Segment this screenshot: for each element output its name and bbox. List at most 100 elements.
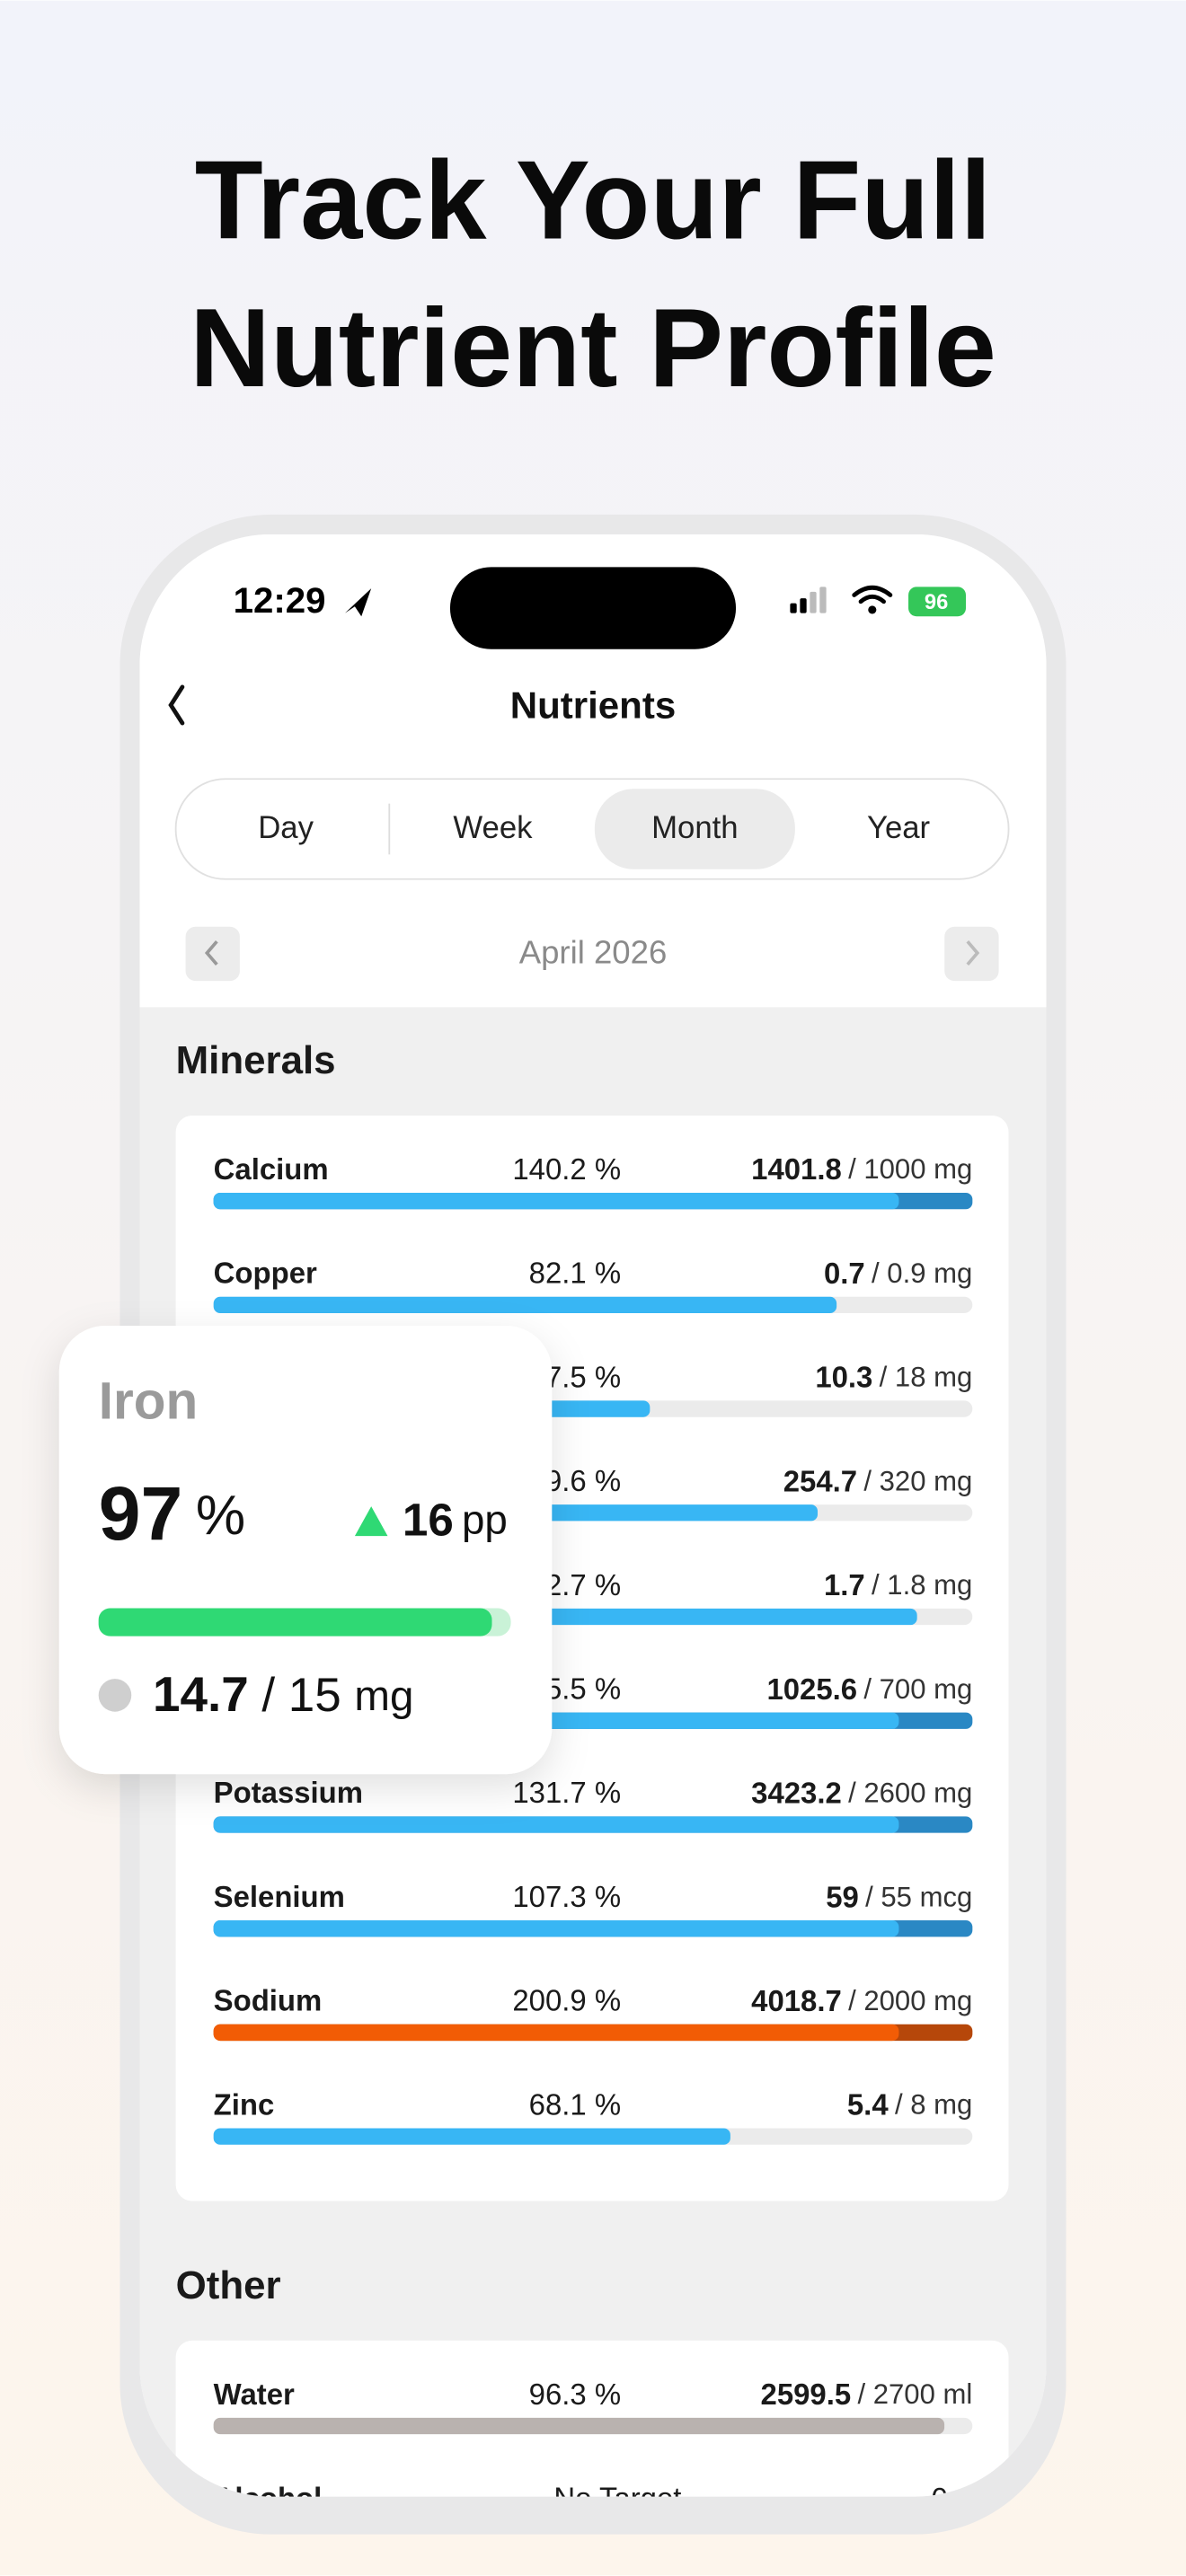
nutrient-percent: 7.5 % — [545, 1360, 621, 1393]
amount-value: 1025.6 — [766, 1672, 857, 1706]
nutrient-percent: 2.7 % — [545, 1568, 621, 1601]
headline: Nutrient Profile — [190, 286, 996, 410]
status-time: 12:29 — [234, 580, 326, 621]
nutrient-amount: 1025.6/ 700 mg — [766, 1672, 972, 1706]
nav-title: Nutrients — [510, 684, 676, 727]
nutrient-percent: 9.6 % — [545, 1464, 621, 1497]
nutrient-percent: 131.7 % — [512, 1776, 621, 1809]
segment-selected — [594, 789, 795, 869]
section-card — [175, 2340, 1009, 2497]
segment-option[interactable]: Month — [651, 811, 738, 845]
amount-target: / 2600 mg — [848, 1778, 972, 1809]
bar-fill — [213, 2417, 945, 2435]
nutrient-percent: 96.3 % — [529, 2378, 621, 2411]
back-button[interactable] — [168, 684, 185, 726]
nutrient-name: Copper — [214, 1257, 317, 1290]
section-title: Other — [176, 2263, 281, 2307]
nutrient-percent: 68.1 % — [529, 2087, 621, 2121]
amount-target: / 8 mg — [895, 2089, 972, 2121]
amount-unit: mg — [354, 1672, 413, 1720]
prev-chevron — [204, 940, 218, 966]
nutrient-amount: 4018.7/ 2000 mg — [751, 1984, 972, 2017]
amount-value: 5.4 — [847, 2087, 889, 2121]
detail-name: Iron — [99, 1372, 198, 1430]
battery-level: 96 — [925, 590, 948, 614]
amount-value: 59 — [826, 1880, 859, 1913]
nutrient-amount: 254.7/ 320 mg — [783, 1464, 973, 1497]
nutrient-amount: 0.7/ 0.9 mg — [824, 1257, 972, 1290]
detail-percent: 97% — [99, 1471, 245, 1556]
nutrient-amount: 10.3 / 18 mg — [815, 1360, 972, 1393]
detail-bar-fill — [98, 1608, 492, 1636]
nutrient-percent: 200.9 % — [512, 1984, 621, 2017]
next-period[interactable] — [944, 926, 999, 982]
amount-target: / 700 mg — [863, 1673, 972, 1705]
nutrient-name: Sodium — [214, 1984, 323, 2017]
bar-fill — [213, 2024, 899, 2042]
amount-value: 1401.8 — [751, 1152, 842, 1186]
amount-value: 2599.5 — [761, 2378, 852, 2411]
nutrient-amount: 2599.5/ 2700 ml — [761, 2378, 973, 2411]
segment-option[interactable]: Year — [867, 811, 930, 845]
location-icon — [344, 588, 372, 617]
percent-unit: % — [196, 1485, 245, 1547]
trend-icon — [98, 1679, 132, 1712]
change-value: 16 — [403, 1494, 454, 1545]
segment-option[interactable]: Day — [258, 811, 314, 845]
detail-card — [58, 1326, 553, 1775]
nutrient-name: Water — [214, 2378, 295, 2411]
next-chevron — [966, 940, 980, 966]
percent-value: 97 — [99, 1471, 183, 1556]
nutrient-name: Selenium — [214, 1880, 345, 1913]
amount-target: / 2700 ml — [857, 2378, 972, 2410]
amount-value: 14.7 — [153, 1667, 249, 1723]
amount-value: 3423.2 — [751, 1776, 842, 1809]
bar-fill — [213, 1816, 899, 1833]
wifi-dot — [868, 605, 877, 614]
amount-value: 254.7 — [783, 1464, 857, 1497]
period-label: April 2026 — [519, 934, 668, 971]
section-title: Minerals — [176, 1038, 336, 1082]
nutrient-percent: 107.3 % — [512, 1880, 621, 1913]
up-arrow — [354, 1506, 388, 1537]
nutrient-percent: 140.2 % — [512, 1152, 621, 1186]
prev-period[interactable] — [185, 926, 240, 982]
amount-target: / 1000 mg — [848, 1153, 972, 1185]
amount-value: 0.7 — [824, 1257, 865, 1290]
nutrient-percent: No Target — [553, 2481, 681, 2514]
nutrient-name: Zinc — [214, 2087, 275, 2121]
nutrient-percent: 5.5 % — [545, 1672, 621, 1706]
amount-target: / 18 mg — [880, 1362, 973, 1393]
amount-value: 10.3 — [815, 1360, 872, 1393]
amount-value: 4018.7 — [751, 1984, 842, 2017]
amount-target: / 55 mcg — [865, 1881, 972, 1912]
amount-value: 1.7 — [824, 1568, 865, 1601]
bar-fill — [213, 2128, 730, 2145]
nutrient-amount: 1.7/ 1.8 mg — [824, 1568, 972, 1601]
amount-target: / 15 — [261, 1669, 341, 1722]
wifi-icon — [852, 585, 893, 604]
headline: Track Your Full — [195, 138, 992, 263]
bar-fill — [213, 1920, 899, 1937]
nutrient-name: Alcohol — [214, 2481, 323, 2514]
amount-target: / 2000 mg — [848, 1985, 972, 2016]
dynamic-island — [449, 567, 737, 649]
battery — [908, 587, 967, 617]
detail-change: 16 pp — [403, 1494, 508, 1545]
nutrient-percent: 82.1 % — [529, 1257, 621, 1290]
detail-amount: 14.7/ 15 mg — [153, 1667, 413, 1723]
nutrient-amount: 3423.2/ 2600 mg — [751, 1776, 972, 1809]
segment-option[interactable]: Week — [453, 811, 533, 845]
bar-fill — [213, 1192, 899, 1210]
amount-target: / 1.8 mg — [872, 1569, 972, 1601]
amount-target: / 320 mg — [863, 1466, 972, 1497]
amount-target: / 0.9 mg — [872, 1257, 972, 1289]
nutrient-name: Potassium — [214, 1776, 363, 1809]
nutrient-name: Calcium — [214, 1152, 329, 1186]
signal-icon — [790, 587, 827, 613]
segmented-control — [174, 778, 1010, 880]
bar-fill — [213, 1296, 837, 1313]
nutrient-amount: 1401.8/ 1000 mg — [751, 1152, 972, 1186]
